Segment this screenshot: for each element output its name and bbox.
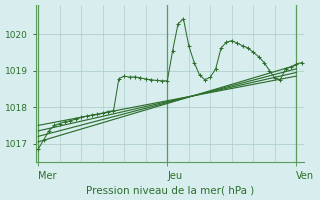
- X-axis label: Pression niveau de la mer( hPa ): Pression niveau de la mer( hPa ): [86, 185, 254, 195]
